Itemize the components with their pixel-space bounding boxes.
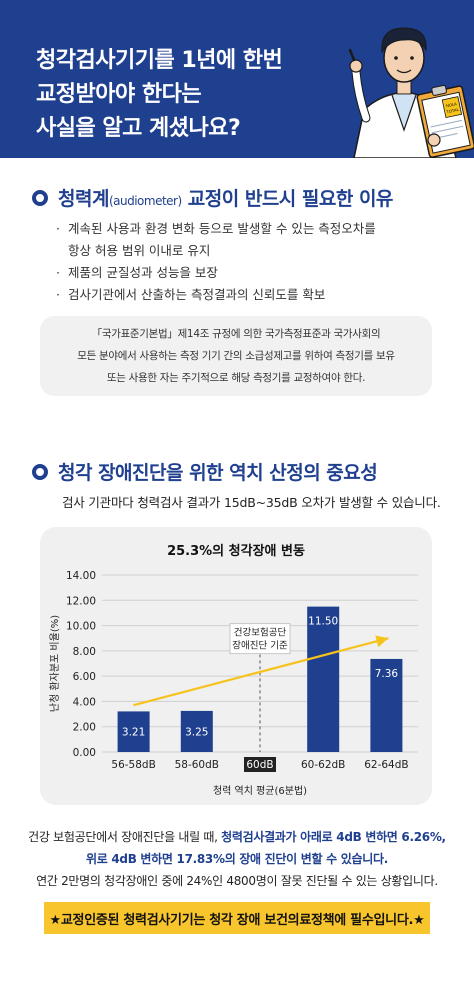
- header-banner: 청각검사기기를 1년에 한번 교정받아야 한다는 사실을 알고 계셨나요? NO…: [0, 0, 474, 158]
- y-tick-label: 0.00: [73, 747, 96, 759]
- note-line-3: 연간 2만명의 청각장애인 중에 24%인 4800명이 잘못 진단될 수 있는…: [36, 874, 438, 888]
- x-tick-label: 60-62dB: [301, 759, 345, 771]
- circle-bullet-icon: [32, 463, 48, 480]
- trend-arrow-head: [375, 635, 389, 648]
- reason-list: 계속된 사용과 환경 변화 등으로 발생할 수 있는 측정오차를 항상 허용 범…: [54, 218, 434, 306]
- section-title-part: 청력계: [58, 188, 109, 210]
- x-tick-highlight-bg: [244, 757, 276, 772]
- bar-value-label: 3.25: [185, 726, 208, 738]
- y-tick-label: 6.00: [73, 671, 96, 683]
- banner-title: 청각검사기기를 1년에 한번 교정받아야 한다는 사실을 알고 계셨나요?: [36, 44, 283, 146]
- bar-chart: 25.3%의 청각장애 변동 0.00 2.00 4.00 6.00 8.00 10.00 1…: [49, 543, 418, 797]
- note-line-1: 건강 보험공단에서 장애진단을 내릴 때, 청력검사결과가 아래로 4dB 변하…: [0, 826, 474, 848]
- banner-title-line: 청각검사기기를 1년에 한번: [36, 48, 283, 73]
- list-item: 계속된 사용과 환경 변화 등으로 발생할 수 있는 측정오차를: [54, 218, 434, 240]
- section-title: 청력계(audiometer) 교정이 반드시 필요한 이유: [58, 184, 393, 211]
- y-tick-label: 4.00: [73, 696, 96, 708]
- note-text: 건강 보험공단에서 장애진단을 내릴 때,: [28, 830, 222, 844]
- footer-banner: ★교정인증된 청력검사기기는 청각 장애 보건의료정책에 필수입니다.★: [44, 902, 430, 934]
- y-axis-label: 난청 환자분포 비율(%): [49, 615, 61, 712]
- banner-title-line: 사실을 알고 계셨나요?: [36, 116, 241, 141]
- bar-60-62dB: [307, 606, 340, 752]
- annotation-box: [229, 623, 291, 655]
- section-heading-threshold: 청각 장애진단을 위한 역치 산정의 중요성: [32, 458, 378, 485]
- x-axis-label: 청력 역치 평균(6분법): [213, 785, 307, 797]
- law-quote-box: 「국가표준기본법」제14조 규정에 의한 국가측정표준과 국가사회의 모든 분야…: [40, 316, 432, 396]
- list-item: 검사기관에서 산출하는 측정결과의 신뢰도를 확보: [54, 284, 434, 306]
- note-highlight: 청력검사결과가 아래로 4dB 변하면 6.26%,: [221, 830, 446, 844]
- section-title-paren: (audiometer): [108, 194, 182, 208]
- law-line: 모든 분야에서 사용하는 측정 기기 간의 소급성제고를 위하여 측정기를 보유: [77, 350, 395, 362]
- x-tick-label: 58-60dB: [175, 759, 219, 771]
- x-tick-label: 60dB: [246, 759, 273, 771]
- bar-value-label: 3.21: [122, 727, 145, 739]
- section-title: 청각 장애진단을 위한 역치 산정의 중요성: [58, 462, 378, 484]
- banner-title-line: 교정받아야 한다는: [36, 82, 202, 107]
- trend-arrow-line: [133, 637, 389, 707]
- y-tick-label: 10.00: [66, 621, 96, 633]
- y-tick-label: 2.00: [73, 722, 96, 734]
- clipboard-text: TOTAL: [446, 107, 460, 115]
- law-line: 「국가표준기본법」제14조 규정에 의한 국가측정표준과 국가사회의: [91, 328, 381, 340]
- doctor-illustration-icon: NOLA TOTAL: [348, 27, 474, 158]
- bar-56-58dB: [117, 711, 150, 752]
- clipboard-text: NOLA: [446, 101, 458, 108]
- x-tick-label: 56-58dB: [111, 759, 155, 771]
- y-tick-label: 12.00: [66, 595, 96, 607]
- list-item: 항상 허용 범위 이내로 유지: [68, 243, 211, 258]
- y-tick-label: 8.00: [73, 646, 96, 658]
- annotation-text: 장애진단 기준: [232, 641, 288, 652]
- note-line-2: 위로 4dB 변하면 17.83%의 장애 진단이 변할 수 있습니다.: [0, 848, 474, 870]
- law-line: 또는 사용한 자는 주기적으로 해당 측정기를 교정하여야 한다.: [106, 372, 366, 384]
- error-range-text: 검사 기관마다 청력검사 결과가 15dB~35dB 오차가 발생할 수 있습니…: [62, 495, 441, 510]
- x-tick-label: 62-64dB: [364, 759, 408, 771]
- chart-title: 25.3%의 청각장애 변동: [167, 543, 305, 559]
- circle-bullet-icon: [32, 189, 48, 206]
- y-tick-label: 14.00: [66, 570, 96, 582]
- bar-62-64dB: [370, 658, 403, 752]
- annotation-text: 건강보험공단: [234, 628, 287, 639]
- section-title-part: 교정이 반드시 필요한 이유: [181, 188, 394, 210]
- chart-card: 25.3%의 청각장애 변동 0.00 2.00 4.00 6.00 8.00 10.00 1…: [40, 527, 432, 805]
- bar-value-label: 11.50: [308, 616, 338, 628]
- bar-value-label: 7.36: [375, 668, 399, 680]
- section-heading-calibration: 청력계(audiometer) 교정이 반드시 필요한 이유: [32, 184, 393, 211]
- bar-58-60dB: [180, 710, 213, 752]
- note-highlight: 위로 4dB 변하면 17.83%의 장애 진단이 변할 수 있습니다.: [86, 852, 388, 866]
- list-item: 제품의 균질성과 성능을 보장: [54, 262, 434, 284]
